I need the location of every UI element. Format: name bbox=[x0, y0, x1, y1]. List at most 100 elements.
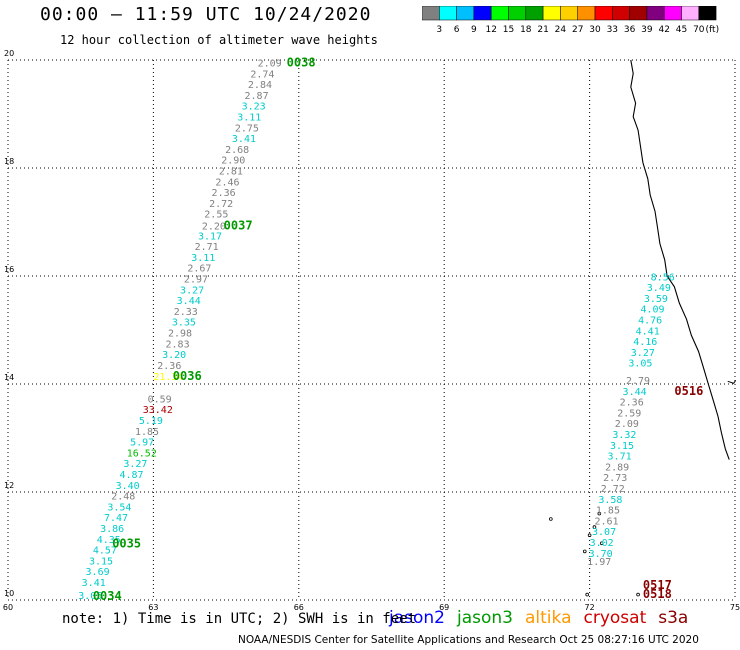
wave-height-value: 3.15 bbox=[89, 556, 113, 567]
lat-tick-label: 16 bbox=[4, 265, 14, 274]
page-title: 00:00 – 11:59 UTC 10/24/2020 bbox=[40, 4, 372, 25]
wave-height-value: 3.27 bbox=[180, 285, 204, 296]
lat-tick-label: 20 bbox=[4, 49, 14, 58]
wave-height-value: 4.57 bbox=[93, 546, 117, 557]
island-marker bbox=[582, 549, 587, 554]
lat-tick-label: 14 bbox=[4, 373, 14, 382]
pass-time-label: 0036 bbox=[173, 369, 202, 383]
satellite-legend-cryosat: cryosat bbox=[583, 608, 647, 628]
wave-height-value: 4.09 bbox=[640, 305, 664, 316]
wave-height-value: 3.41 bbox=[82, 578, 106, 589]
wave-height-value: 3.27 bbox=[123, 459, 147, 470]
wave-height-value: 5.97 bbox=[130, 438, 154, 449]
wave-height-value: 1.85 bbox=[135, 427, 159, 438]
island-marker bbox=[585, 592, 589, 597]
wave-height-value: 3.41 bbox=[232, 134, 256, 145]
wave-height-value: 2.97 bbox=[184, 274, 208, 285]
wave-height-value: 3.69 bbox=[86, 567, 110, 578]
wave-height-value: 3.86 bbox=[100, 524, 124, 535]
pass-time-label: 0518 bbox=[643, 587, 672, 601]
island-marker bbox=[597, 511, 602, 516]
wave-height-value: 2.79 bbox=[626, 376, 650, 387]
colorbar-label: 9 bbox=[471, 25, 477, 35]
wave-height-value: 2.09 bbox=[258, 58, 282, 69]
colorbar-label: 6 bbox=[454, 25, 460, 35]
wave-height-value: 2.59 bbox=[617, 408, 641, 419]
colorbar-label: 30 bbox=[589, 25, 601, 35]
island-marker bbox=[592, 525, 597, 529]
wave-height-value: 2.83 bbox=[166, 339, 190, 350]
coastline bbox=[630, 59, 730, 460]
wave-height-value: 2.89 bbox=[605, 462, 629, 473]
colorbar-label: 70 bbox=[693, 25, 705, 35]
wave-height-value: 3.15 bbox=[610, 441, 634, 452]
satellite-legend-altika: altika bbox=[525, 608, 572, 628]
wave-height-value: 3.07 bbox=[592, 527, 616, 538]
island-marker bbox=[636, 592, 640, 597]
pass-time-label: 0034 bbox=[93, 589, 122, 603]
lon-tick-label: 60 bbox=[3, 603, 13, 612]
pass-time-label: 0517 bbox=[643, 578, 672, 592]
colorbar-label: 36 bbox=[624, 25, 636, 35]
wave-height-value: 16.52 bbox=[127, 448, 157, 459]
wave-height-value: 3.05 bbox=[628, 359, 652, 370]
wave-height-value: 3.35 bbox=[172, 318, 196, 329]
wave-height-value: 2.36 bbox=[212, 188, 236, 199]
colorbar-label: 15 bbox=[503, 25, 514, 35]
pass-time-label: 0035 bbox=[112, 537, 141, 551]
coastline bbox=[727, 380, 737, 384]
wave-height-value: 33.42 bbox=[143, 405, 173, 416]
wave-height-value: 2.87 bbox=[245, 91, 269, 102]
wave-height-value: 2.20 bbox=[202, 222, 226, 233]
wave-height-value: 1.85 bbox=[596, 506, 620, 517]
wave-height-value: 3.05 bbox=[78, 591, 102, 602]
wave-height-value: 3.58 bbox=[598, 495, 622, 506]
wave-height-value: 2.36 bbox=[157, 361, 181, 372]
colorbar-label: 45 bbox=[676, 25, 687, 35]
wave-height-value: 2.98 bbox=[168, 328, 192, 339]
pass-time-label: 0038 bbox=[287, 55, 316, 69]
satellite-track: 2.092.742.842.873.233.112.753.412.682.90… bbox=[78, 55, 315, 603]
wave-height-value: 2.81 bbox=[219, 166, 243, 177]
colorbar-swatch bbox=[698, 6, 717, 21]
lon-tick-label: 75 bbox=[730, 603, 740, 612]
wave-height-value: 2.46 bbox=[215, 177, 239, 188]
colorbar-label: 33 bbox=[607, 25, 618, 35]
footer-credit: NOAA/NESDIS Center for Satellite Applica… bbox=[238, 634, 699, 646]
lon-tick-label: 69 bbox=[439, 603, 449, 612]
lat-tick-label: 10 bbox=[4, 589, 14, 598]
wave-height-value: 4.76 bbox=[638, 316, 662, 327]
wave-height-value: 3.70 bbox=[589, 549, 613, 560]
colorbar-label: 42 bbox=[658, 25, 669, 35]
wave-height-value: 4.87 bbox=[119, 470, 143, 481]
wave-height-value: 2.72 bbox=[601, 484, 625, 495]
wave-height-value: 3.40 bbox=[116, 481, 140, 492]
wave-height-value: 3.02 bbox=[590, 538, 614, 549]
wave-height-value: 3.49 bbox=[647, 283, 671, 294]
lat-tick-label: 18 bbox=[4, 157, 14, 166]
wave-height-value: 1.97 bbox=[587, 557, 611, 568]
wave-height-value: 3.27 bbox=[631, 348, 655, 359]
wave-height-value: 3.54 bbox=[107, 502, 131, 513]
lon-tick-label: 72 bbox=[585, 603, 595, 612]
satellite-legend-jason3: jason3 bbox=[457, 608, 513, 628]
wave-height-value: 3.17 bbox=[198, 231, 222, 242]
color-legend: 3 6 9 12 15 18 21 24 27 30 33 36 39 42 45 70 (ft) bbox=[422, 6, 719, 35]
wave-height-value: 3.11 bbox=[191, 253, 215, 264]
pass-time-label: 0516 bbox=[674, 384, 703, 398]
wave-height-value: 5.19 bbox=[139, 416, 163, 427]
wave-height-value: 2.75 bbox=[235, 123, 259, 134]
wave-height-value: 2.72 bbox=[209, 199, 233, 210]
wave-height-value: 8.56 bbox=[651, 272, 675, 283]
colorbar-label: 12 bbox=[485, 25, 496, 35]
wave-height-value: 3.11 bbox=[237, 112, 261, 123]
wave-height-value: 2.74 bbox=[250, 69, 274, 80]
wave-height-value: 3.44 bbox=[623, 387, 647, 398]
wave-height-value: 3.23 bbox=[242, 102, 266, 113]
wave-height-value: 3.59 bbox=[644, 294, 668, 305]
wave-height-value: 3.44 bbox=[177, 296, 201, 307]
wave-height-value: 2.68 bbox=[225, 145, 249, 156]
wave-height-value: 2.48 bbox=[111, 492, 135, 503]
wave-height-value: 2.33 bbox=[174, 307, 198, 318]
